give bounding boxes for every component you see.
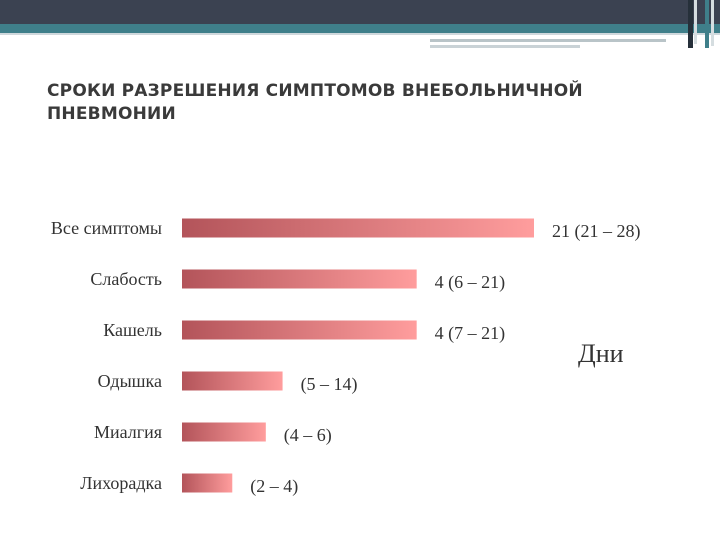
header-decor-line bbox=[430, 39, 666, 42]
header-decor-line-short bbox=[430, 45, 580, 48]
category-label: Миалгия bbox=[94, 422, 162, 442]
bar-6 bbox=[182, 473, 233, 493]
header-band bbox=[0, 0, 720, 24]
bar-1 bbox=[182, 218, 534, 238]
header-divider bbox=[0, 33, 720, 35]
category-label: Слабость bbox=[90, 269, 162, 289]
data-label: (2 – 4) bbox=[250, 476, 298, 497]
data-label: 4 (7 – 21) bbox=[435, 323, 506, 344]
category-label: Одышка bbox=[98, 371, 162, 391]
bar-4 bbox=[182, 371, 283, 391]
category-label: Лихорадка bbox=[80, 473, 162, 493]
bar-5 bbox=[182, 422, 266, 442]
corner-decor-bar-light bbox=[694, 0, 697, 44]
category-label: Кашель bbox=[103, 320, 162, 340]
bar-2 bbox=[182, 269, 417, 289]
bar-3 bbox=[182, 320, 417, 340]
corner-decor-bar-teal bbox=[705, 0, 709, 48]
data-label: 4 (6 – 21) bbox=[435, 272, 506, 293]
category-label: Все симптомы bbox=[51, 218, 162, 238]
data-label: (5 – 14) bbox=[301, 374, 358, 395]
corner-decor-bar bbox=[688, 0, 693, 48]
unit-label: Дни bbox=[578, 339, 624, 368]
slide-title: СРОКИ РАЗРЕШЕНИЯ СИМПТОМОВ ВНЕБОЛЬНИЧНОЙ… bbox=[47, 81, 583, 124]
header-accent-stripe bbox=[0, 24, 720, 33]
data-label: 21 (21 – 28) bbox=[552, 221, 641, 242]
corner-decor-bar-light-2 bbox=[711, 0, 714, 46]
data-label: (4 – 6) bbox=[284, 425, 332, 446]
